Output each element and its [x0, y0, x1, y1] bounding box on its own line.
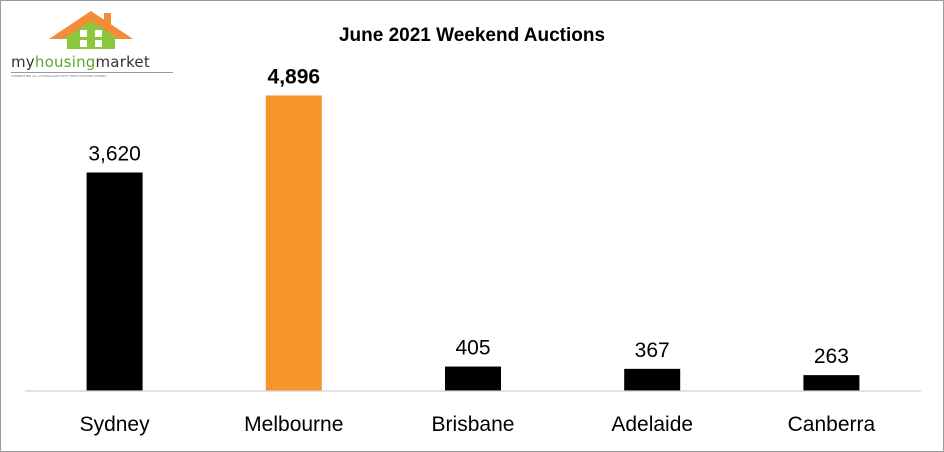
category-label-canberra: Canberra [788, 413, 876, 436]
bar-brisbane [445, 366, 501, 391]
value-label-melbourne: 4,896 [268, 65, 321, 88]
chart-title: June 2021 Weekend Auctions [339, 25, 605, 46]
logo: myhousingmarket CONNECTING ALL AUSTRALIA… [7, 9, 177, 79]
value-label-adelaide: 367 [635, 339, 670, 362]
bar-adelaide [624, 368, 681, 391]
logo-divider [11, 72, 173, 73]
value-label-brisbane: 405 [455, 337, 490, 360]
bar-melbourne [265, 95, 322, 392]
category-label-brisbane: Brisbane [432, 413, 515, 436]
value-label-sydney: 3,620 [88, 142, 141, 165]
bar-canberra [803, 375, 860, 391]
logo-wordmark: myhousingmarket [11, 53, 150, 71]
bar-sydney [86, 172, 143, 391]
bars-layer: 3,620 Sydney 4,896 Melbourne 405 Brisbane 367 A… [80, 65, 876, 436]
category-label-adelaide: Adelaide [611, 413, 693, 436]
category-label-melbourne: Melbourne [244, 413, 343, 436]
value-label-canberra: 263 [814, 345, 849, 368]
logo-tagline: CONNECTING ALL AUSTRALIANS WITH THEIR HO… [11, 74, 107, 78]
house-logo-icon [49, 11, 133, 49]
category-label-sydney: Sydney [80, 413, 151, 436]
